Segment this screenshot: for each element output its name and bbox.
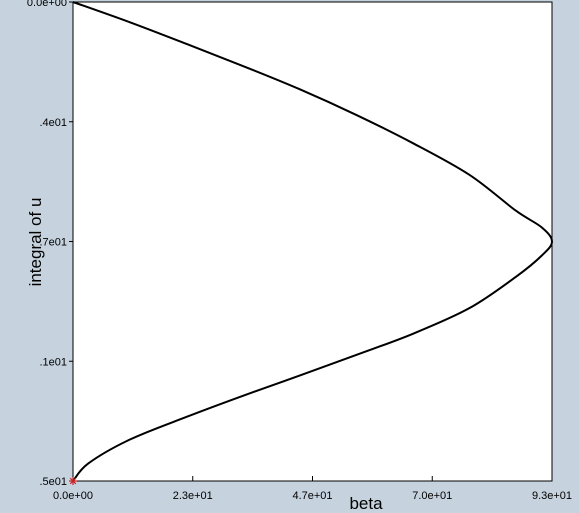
y-tick-label: .4e01: [39, 117, 67, 129]
series-line: [72, 1, 554, 482]
plot-area: [72, 1, 553, 482]
x-tick-label: 2.3e+01: [173, 490, 213, 502]
x-tick-label: 9.3e+01: [532, 490, 572, 502]
x-tick-label: 7.0e+01: [412, 490, 452, 502]
y-tick-label: .5e01: [39, 476, 67, 488]
x-axis-title: beta: [349, 494, 383, 513]
y-tick-label: .1e01: [39, 356, 67, 368]
y-axis-title: integral of u: [26, 198, 45, 287]
x-tick-label: 4.7e+01: [292, 490, 332, 502]
x-tick-label: 0.0e+00: [53, 490, 93, 502]
y-tick-label: .7e01: [39, 237, 67, 249]
series-layer: [72, 1, 554, 482]
start-point-marker: [69, 477, 77, 485]
marker-layer: [69, 477, 77, 485]
y-tick-label: 0.0e+00: [27, 0, 67, 9]
